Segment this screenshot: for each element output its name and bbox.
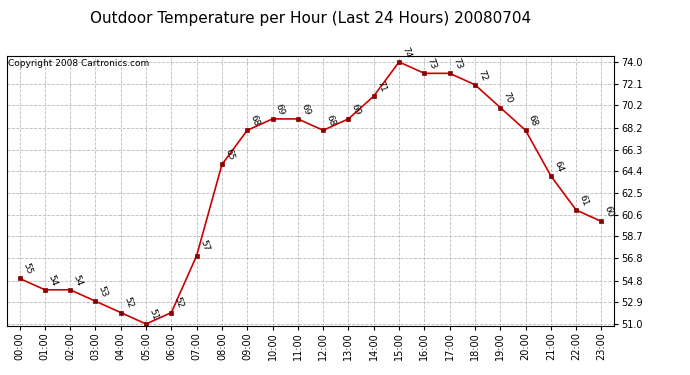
Text: 70: 70 — [502, 91, 514, 105]
Text: 51: 51 — [148, 307, 160, 321]
Text: 69: 69 — [350, 102, 362, 116]
Text: 68: 68 — [248, 114, 261, 128]
Text: 73: 73 — [426, 57, 438, 70]
Text: 68: 68 — [527, 114, 540, 128]
Text: 52: 52 — [122, 296, 135, 310]
Text: 72: 72 — [476, 68, 489, 82]
Text: 65: 65 — [224, 148, 236, 162]
Text: 71: 71 — [375, 80, 388, 93]
Text: Outdoor Temperature per Hour (Last 24 Hours) 20080704: Outdoor Temperature per Hour (Last 24 Ho… — [90, 11, 531, 26]
Text: 69: 69 — [274, 102, 286, 116]
Text: 73: 73 — [451, 57, 464, 70]
Text: 74: 74 — [400, 45, 413, 59]
Text: Copyright 2008 Cartronics.com: Copyright 2008 Cartronics.com — [8, 59, 149, 68]
Text: 69: 69 — [299, 102, 312, 116]
Text: 53: 53 — [97, 285, 109, 298]
Text: 52: 52 — [172, 296, 185, 310]
Text: 60: 60 — [603, 205, 615, 219]
Text: 54: 54 — [46, 273, 59, 287]
Text: 54: 54 — [72, 273, 84, 287]
Text: 61: 61 — [578, 194, 590, 207]
Text: 64: 64 — [552, 159, 564, 173]
Text: 57: 57 — [198, 239, 210, 253]
Text: 55: 55 — [21, 262, 33, 276]
Text: 68: 68 — [324, 114, 337, 128]
